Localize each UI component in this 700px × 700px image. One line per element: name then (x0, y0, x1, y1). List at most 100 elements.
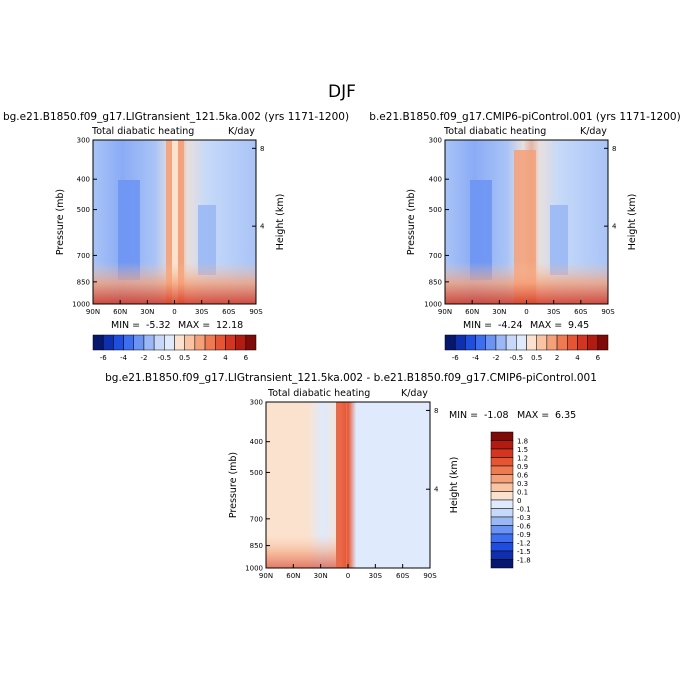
heatmap-deep-blue (118, 180, 140, 280)
colorbar-label: 4 (223, 354, 228, 362)
stats-min: -4.24 (498, 320, 523, 331)
y-tick-label: 400 (77, 176, 90, 184)
colorbar-label: 4 (575, 354, 580, 362)
colorbar-swatch (245, 334, 257, 351)
x-tick-label: 30N (140, 308, 154, 316)
y-ticks: 300 400 500 700 850 1000 (245, 399, 270, 573)
heatmap-boundary-layer (266, 535, 336, 568)
colorbar-swatch (454, 334, 466, 351)
colorbar: -6 -4 -2 -0.5 0.5 2 4 6 (444, 334, 609, 362)
colorbar-label: 1.5 (517, 446, 528, 454)
x-tick-label: 30S (195, 308, 209, 316)
colorbar-label: -1.8 (517, 557, 531, 565)
colorbar-swatch (485, 334, 497, 351)
colorbar-label: -0.6 (517, 523, 531, 531)
y-axis-label: Pressure (mb) (406, 189, 417, 255)
stats-min-label: MIN = (111, 320, 140, 331)
colorbar: -6 -4 -2 -0.5 0.5 2 4 6 (92, 334, 257, 362)
heatmap-equator-core (172, 140, 178, 304)
y-tick-label: 300 (250, 399, 263, 407)
colorbar-swatch (490, 465, 514, 475)
colorbar-label: -6 (100, 354, 108, 362)
colorbar-label: -0.3 (517, 514, 531, 522)
y-tick-label: 300 (429, 137, 442, 145)
y-ticks-right: 84 (426, 407, 439, 494)
colorbar-label: -0.9 (517, 531, 531, 539)
colorbar-label: -1.2 (517, 540, 531, 548)
x-tick-label: 90S (423, 572, 437, 580)
y-right-tick-label: 4 (260, 223, 265, 231)
colorbar-swatch (490, 440, 514, 450)
colorbar-swatch (587, 334, 599, 351)
panel-subtitle: Total diabatic heating (267, 388, 370, 399)
colorbar-label: -4 (120, 354, 128, 362)
colorbar-swatch (123, 334, 134, 351)
y-ticks: 300 400 500 700 850 1000 (424, 137, 449, 309)
y-tick-label: 850 (429, 278, 442, 286)
x-tick-label: 60S (396, 572, 410, 580)
colorbar-swatch (174, 334, 185, 351)
y-tick-label: 500 (429, 206, 442, 214)
colorbar-swatch (490, 550, 514, 560)
colorbar-label: -0.5 (157, 354, 171, 362)
y-axis-label-right: Height (km) (449, 457, 460, 514)
panel-subtitle: Total diabatic heating (443, 126, 546, 137)
y-axis-label-right: Height (km) (627, 194, 638, 251)
x-tick-label: 60S (222, 308, 236, 316)
y-tick-label: 850 (77, 278, 90, 286)
colorbar-label: 0.9 (517, 463, 528, 471)
colorbar-swatch (475, 334, 486, 351)
colorbar-swatch (490, 559, 514, 569)
heatmap-area (444, 139, 609, 305)
colorbar-swatch (567, 334, 578, 351)
x-tick-label: 60N (465, 308, 479, 316)
colorbar-swatch (465, 334, 476, 351)
colorbar-swatch (235, 334, 247, 351)
x-tick-label: 90N (438, 308, 452, 316)
colorbar-label: 1.8 (517, 438, 528, 446)
colorbar-label: 0.6 (517, 472, 529, 480)
colorbar-swatch (490, 448, 514, 458)
x-tick-label: 30S (369, 572, 383, 580)
colorbar-swatch (536, 334, 548, 351)
colorbar-swatch (444, 334, 456, 351)
panel-units: K/day (401, 388, 428, 399)
stats-max: 12.18 (216, 320, 243, 331)
colorbar-swatch (556, 334, 568, 351)
panel-title: b.e21.B1850.f09_g17.CMIP6-piControl.001 … (369, 111, 680, 123)
colorbar-label: -4 (472, 354, 480, 362)
panel-right: b.e21.B1850.f09_g17.CMIP6-piControl.001 … (369, 111, 680, 362)
colorbar-swatch (102, 334, 114, 351)
panel-left: bg.e21.B1850.f09_g17.LIGtransient_121.5k… (3, 111, 349, 362)
colorbar-label: 0.5 (531, 354, 542, 362)
stats-min-label: MIN = (463, 320, 492, 331)
colorbar-swatch (143, 334, 155, 351)
colorbar-swatch (526, 334, 537, 351)
y-tick-label: 1000 (72, 301, 90, 309)
y-right-tick-label: 8 (434, 407, 438, 415)
y-tick-label: 1000 (245, 565, 263, 573)
x-tick-label: 0 (172, 308, 176, 316)
y-tick-label: 700 (250, 515, 263, 523)
colorbar-swatch (597, 334, 609, 351)
y-right-tick-label: 8 (612, 145, 616, 153)
colorbar-swatch (505, 334, 517, 351)
y-tick-label: 300 (77, 137, 90, 145)
colorbar-swatch (204, 334, 216, 351)
x-tick-label: 0 (346, 572, 350, 580)
colorbar-label: 0.5 (179, 354, 190, 362)
colorbar-swatch (490, 457, 514, 467)
x-tick-label: 90S (601, 308, 615, 316)
stats-max-label: MAX = (530, 320, 562, 331)
colorbar-swatch (92, 334, 104, 351)
heatmap-boundary-layer (445, 262, 608, 304)
y-tick-label: 500 (77, 206, 90, 214)
stats-min-label: MIN = (449, 410, 478, 421)
colorbar-swatch (194, 334, 206, 351)
heatmap-boundary-layer (93, 262, 256, 304)
colorbar-label: -0.1 (517, 506, 531, 514)
colorbar-swatch (516, 334, 527, 351)
y-ticks: 300 400 500 700 850 1000 (72, 137, 97, 309)
y-tick-label: 500 (250, 469, 263, 477)
colorbar-label: -1.5 (517, 548, 531, 556)
